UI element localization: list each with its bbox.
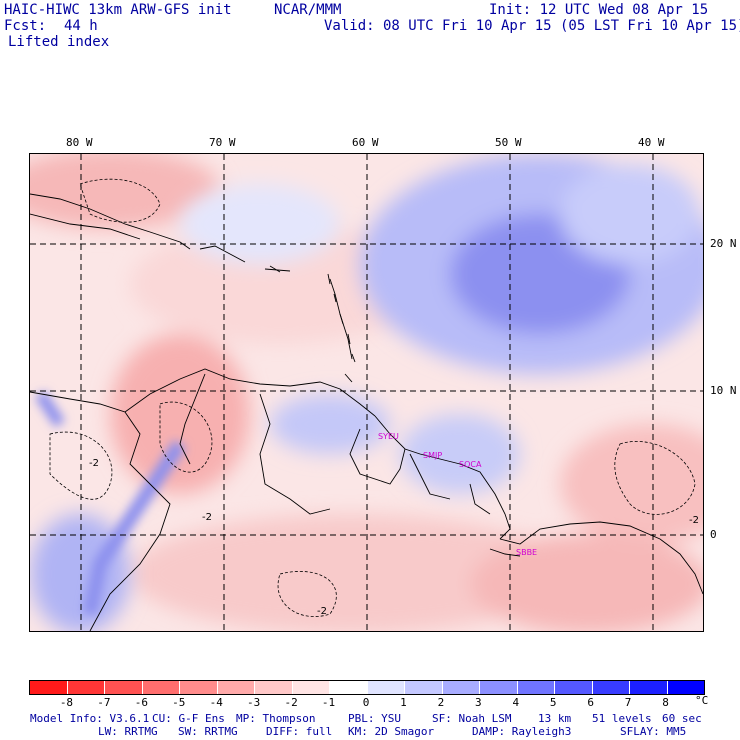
color-scale-tick-label: 0 [362,696,370,709]
vertical-levels: 51 levels [592,712,652,725]
diffusion-option: DIFF: full [266,725,333,738]
color-scale-tick-label: 3 [475,696,482,709]
lat-label-10n: 10 N [710,384,737,397]
color-scale-segment [480,681,518,694]
microphysics-scheme: MP: Thompson [236,712,316,725]
color-scale-segment [405,681,443,694]
lon-label-70w: 70 W [209,136,236,149]
color-scale-segment [442,681,480,694]
grid-spacing: 13 km [538,712,572,725]
color-scale-tick-label: -1 [321,696,336,709]
color-scale-tick-label: -8 [59,696,74,709]
lon-label-40w: 40 W [638,136,665,149]
color-scale-tick-label: -3 [247,696,261,709]
model-title: HAIC-HIWC 13km ARW-GFS init [4,2,232,18]
km-option: KM: 2D Smagor [348,725,435,738]
color-scale-tick-label: -6 [134,696,148,709]
color-scale-tick-label: -4 [209,696,223,709]
station-smjp: SMJP [423,451,443,460]
surface-layer-option: SFLAY: MM5 [620,725,687,738]
color-scale-segment [30,681,68,694]
color-scale-segment [630,681,668,694]
color-scale-tick-label: 7 [624,696,632,709]
field-name: Lifted index [8,34,110,50]
color-scale-tick-label: 4 [512,696,520,709]
color-scale-tick-label: 8 [662,696,669,709]
lifted-index-map: -2 -2 -2 -2 [29,153,704,632]
color-scale-segment [292,681,330,694]
forecast-hour: 44 h [64,18,98,34]
contour-label: -2 [317,606,327,617]
color-scale-segment [142,681,180,694]
forecast-label: Fcst: [4,18,47,34]
surface-scheme: SF: Noah LSM [432,712,512,725]
longwave-scheme: LW: RRTMG [98,725,158,738]
station-syeu: SYEU [378,432,399,441]
color-scale-segment [592,681,630,694]
color-scale-tick-label: -5 [172,696,186,709]
lat-label-20n: 20 N [710,237,737,250]
lon-label-60w: 60 W [352,136,379,149]
contour-label: -2 [202,512,212,523]
contour-label: -2 [689,515,699,526]
color-scale-bar [29,680,705,695]
coastlines [30,193,703,631]
lat-lon-grid [30,154,703,631]
org-label: NCAR/MMM [274,2,342,18]
pbl-scheme: PBL: YSU [348,712,401,725]
station-soca: SOCA [459,460,482,469]
color-scale-segment [255,681,293,694]
model-info: Model Info: V3.6.1 [30,712,150,725]
color-scale-segment [667,681,704,694]
valid-time: Valid: 08 UTC Fri 10 Apr 15 (05 LST Fri … [324,18,740,34]
color-scale-segment [105,681,143,694]
color-scale-segment [217,681,255,694]
init-time: Init: 12 UTC Wed 08 Apr 15 [489,2,709,18]
shortwave-scheme: SW: RRTMG [178,725,238,738]
color-scale-tick-label: 6 [587,696,594,709]
color-scale-tick-label: 1 [400,696,407,709]
color-scale-segment [367,681,405,694]
andes-blue-streak [35,390,186,616]
color-scale-segment [555,681,593,694]
color-scale-segment [330,681,368,694]
map-canvas: -2 -2 -2 -2 [30,154,703,631]
station-sbbe: SBBE [516,548,538,557]
color-scale-tick-label: -2 [284,696,298,709]
unit-label: °C [695,694,709,707]
contour-value-labels: -2 -2 -2 -2 [89,458,699,617]
lat-label-equator: 0 [710,528,717,541]
contour-label: -2 [89,458,99,469]
damping-option: DAMP: Rayleigh3 [472,725,572,738]
color-scale-segment [67,681,105,694]
time-step: 60 sec [662,712,702,725]
color-scale-tick-label: -7 [97,696,111,709]
color-scale-segment [517,681,555,694]
color-scale-tick-label: 5 [549,696,557,709]
cumulus-scheme: CU: G-F Ens [152,712,225,725]
negative-lifted-index-field [30,154,703,631]
color-scale-tick-label: 2 [437,696,445,709]
color-scale-segment [180,681,218,694]
lon-label-80w: 80 W [66,136,93,149]
lesser-antilles [269,265,356,383]
contour-lines [49,178,696,617]
lon-label-50w: 50 W [495,136,522,149]
